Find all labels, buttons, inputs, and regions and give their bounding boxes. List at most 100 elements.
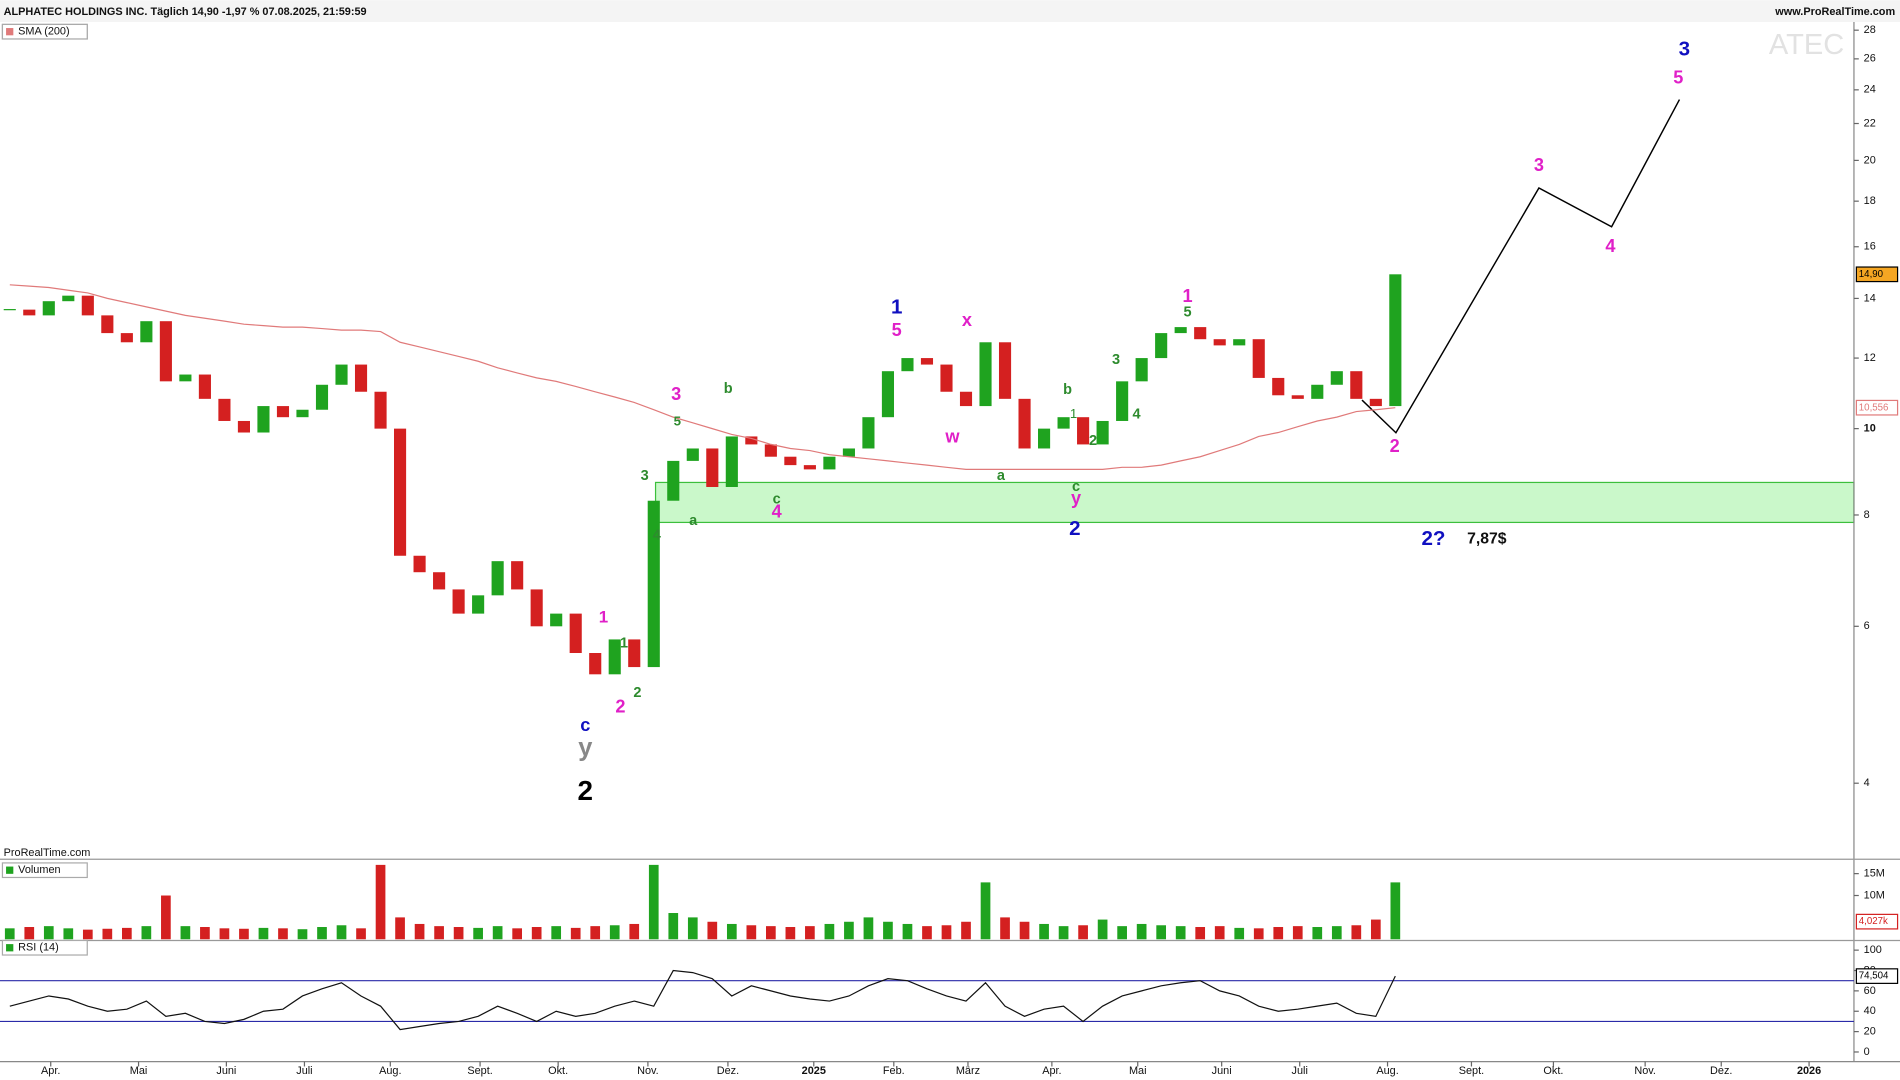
volume-bar bbox=[161, 895, 171, 940]
legend-label: RSI (14) bbox=[18, 942, 59, 954]
watermark: ATEC bbox=[1769, 29, 1844, 61]
volume-bar bbox=[1156, 925, 1167, 940]
wave-label: c bbox=[580, 715, 590, 735]
candle bbox=[374, 391, 387, 429]
y-tick-label: 16 bbox=[1864, 241, 1876, 253]
volume-bar bbox=[1370, 919, 1381, 940]
candle bbox=[257, 406, 270, 433]
candle bbox=[862, 417, 875, 449]
wave-label: 4 bbox=[653, 528, 661, 544]
wave-label: b bbox=[724, 381, 733, 397]
volume-bar bbox=[219, 928, 230, 940]
y-tick-label: 6 bbox=[1864, 620, 1870, 632]
volume-bar bbox=[24, 927, 35, 940]
volume-bar bbox=[258, 927, 269, 940]
volume-bar bbox=[122, 927, 132, 940]
x-tick-label: 2025 bbox=[802, 1065, 826, 1077]
wave-label: 5 bbox=[674, 413, 682, 428]
wave-label: 1 bbox=[1070, 406, 1077, 421]
volume-bar bbox=[239, 928, 249, 940]
x-tick-label: Nov. bbox=[637, 1065, 659, 1077]
volume-bar bbox=[473, 927, 483, 940]
candle bbox=[1233, 339, 1246, 346]
candle bbox=[237, 420, 251, 433]
volume-bar bbox=[1214, 926, 1225, 940]
candle bbox=[745, 436, 758, 445]
wave-label: 3 bbox=[1112, 352, 1120, 368]
volume-bar bbox=[336, 925, 347, 940]
volume-bar bbox=[785, 927, 796, 940]
candle bbox=[901, 358, 914, 372]
x-tick-label: Mai bbox=[1129, 1065, 1147, 1077]
candle bbox=[1350, 371, 1363, 399]
x-tick-label: Okt. bbox=[548, 1065, 568, 1077]
candle bbox=[1038, 428, 1051, 449]
candle bbox=[335, 364, 348, 385]
x-tick-label: Sept. bbox=[467, 1065, 492, 1077]
candle bbox=[452, 589, 465, 614]
wave-label: 5 bbox=[892, 320, 902, 340]
y-tick-label: 12 bbox=[1864, 352, 1876, 364]
volume-bar bbox=[1390, 882, 1401, 940]
x-tick-label: Feb. bbox=[883, 1065, 905, 1077]
candle bbox=[1252, 339, 1265, 378]
volume-bar bbox=[863, 917, 874, 940]
price-tag bbox=[1855, 266, 1899, 283]
candle bbox=[179, 374, 192, 382]
wave-label: a bbox=[689, 513, 698, 529]
wave-label: 1 bbox=[891, 295, 902, 318]
candle bbox=[667, 460, 680, 501]
volume-bar bbox=[687, 917, 698, 940]
y-tick-label: 18 bbox=[1864, 195, 1876, 207]
candle bbox=[62, 295, 75, 302]
price-tag-label: 74,504 bbox=[1859, 971, 1889, 982]
wave-label: 4 bbox=[1605, 236, 1615, 256]
volume-bar bbox=[278, 928, 288, 940]
wave-label: 3 bbox=[671, 384, 681, 404]
volume-bar bbox=[1351, 925, 1362, 940]
volume-bar bbox=[375, 864, 386, 940]
volume-bar bbox=[395, 917, 405, 940]
wave-label: 2 bbox=[1390, 436, 1400, 456]
legend-swatch bbox=[6, 944, 14, 952]
legend-box bbox=[1, 862, 88, 879]
candle bbox=[1194, 327, 1207, 340]
price-tag bbox=[1855, 968, 1899, 984]
legend-box bbox=[1, 939, 88, 956]
candle bbox=[354, 364, 368, 392]
footer: ProRealTime.com bbox=[4, 847, 91, 859]
volume-bar bbox=[1136, 923, 1147, 940]
candle bbox=[511, 561, 524, 590]
volume-bar bbox=[941, 925, 952, 940]
y-tick-label: 26 bbox=[1864, 53, 1876, 65]
volume-bar bbox=[63, 928, 74, 940]
volume-bar bbox=[1331, 926, 1342, 940]
candle bbox=[920, 358, 934, 365]
volume-bar bbox=[707, 921, 718, 940]
volume-bar bbox=[4, 928, 15, 940]
chart-title: ALPHATEC HOLDINGS INC. Täglich 14,90 -1,… bbox=[4, 6, 367, 18]
x-tick-label: Apr. bbox=[1042, 1065, 1061, 1077]
volume-bar bbox=[1019, 921, 1030, 940]
y-tick-label: 8 bbox=[1864, 509, 1870, 521]
x-tick-label: Juni bbox=[216, 1065, 236, 1077]
volume-bar bbox=[590, 926, 601, 940]
volume-bar bbox=[317, 927, 327, 940]
volume-bar bbox=[1234, 927, 1245, 940]
candle bbox=[803, 465, 816, 470]
header-bar bbox=[0, 0, 1900, 22]
candle bbox=[315, 384, 329, 410]
price-tag-label: 14,90 bbox=[1859, 269, 1884, 280]
y-tick-label: 22 bbox=[1864, 117, 1876, 129]
volume-bar bbox=[980, 882, 991, 940]
candle bbox=[706, 448, 719, 487]
price-tag-label: 4,027k bbox=[1859, 916, 1888, 927]
candle bbox=[608, 639, 621, 675]
candle bbox=[1057, 417, 1070, 429]
volume-bar bbox=[531, 927, 542, 940]
wave-label: 3 bbox=[1679, 37, 1690, 60]
candle bbox=[725, 436, 738, 487]
candle bbox=[276, 406, 290, 418]
y-tick-label: 4 bbox=[1864, 777, 1870, 789]
